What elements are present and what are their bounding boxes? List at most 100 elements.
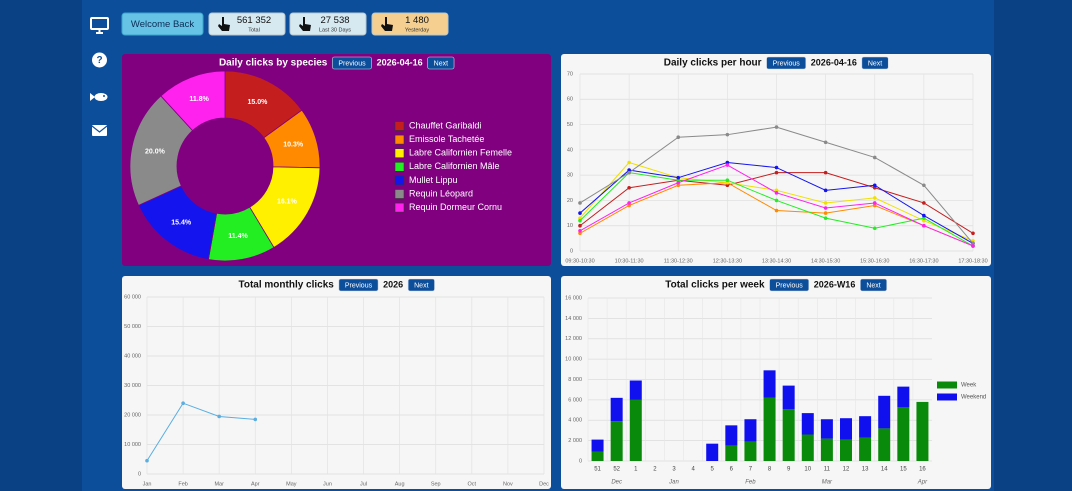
bar-segment xyxy=(744,441,757,461)
x-tick-label: 8 xyxy=(768,467,772,473)
point xyxy=(676,135,681,140)
mail-icon[interactable] xyxy=(91,125,108,136)
point xyxy=(676,178,681,182)
bar-segment xyxy=(610,397,623,422)
x-tick-label: 13:30-14:30 xyxy=(762,258,791,264)
previous-button-label: Previous xyxy=(773,60,801,67)
hand-icon xyxy=(381,17,393,31)
slice-label: 15.4% xyxy=(171,219,192,226)
x-tick-label: 15 xyxy=(900,467,907,473)
previous-button[interactable] xyxy=(338,278,379,292)
x-tick-label: 16 xyxy=(919,467,926,473)
legend-swatch xyxy=(394,148,405,158)
point xyxy=(774,165,779,170)
month-label: Apr xyxy=(917,480,928,486)
previous-button[interactable] xyxy=(332,56,372,70)
slice-label: 20.0% xyxy=(145,149,166,156)
bar-segment xyxy=(629,399,642,461)
y-tick-label: 60 xyxy=(567,97,573,103)
next-button[interactable] xyxy=(407,278,435,292)
previous-button[interactable] xyxy=(766,56,807,70)
x-tick-label: 10:30-11:30 xyxy=(615,258,644,264)
x-tick-label: Jul xyxy=(360,481,367,487)
point xyxy=(627,203,631,208)
fish-icon[interactable] xyxy=(90,93,108,101)
point xyxy=(725,163,730,167)
month-label: Jan xyxy=(668,480,679,486)
period: 2026-04-16 xyxy=(811,57,857,67)
y-tick-label: 50 xyxy=(567,122,573,128)
x-tick-label: 52 xyxy=(613,467,620,473)
donut-slice xyxy=(160,70,226,132)
help-icon[interactable]: ? xyxy=(92,52,107,68)
panel-title: Total clicks per week xyxy=(665,280,765,291)
month-label: Mar xyxy=(822,480,833,486)
legend-swatch xyxy=(394,121,405,131)
point xyxy=(578,216,582,220)
y-tick-label: 6 000 xyxy=(568,397,582,403)
previous-button[interactable] xyxy=(769,278,810,292)
y-tick-label: 20 000 xyxy=(124,412,141,418)
stat-label: Last 30 Days xyxy=(319,27,351,33)
point xyxy=(922,216,926,220)
hand-icon xyxy=(218,17,230,31)
bar-segment xyxy=(801,434,814,461)
x-tick-label: 10 xyxy=(804,467,811,473)
point xyxy=(823,206,828,210)
bar-segment xyxy=(763,397,776,461)
x-tick-label: 51 xyxy=(594,467,601,473)
bar-segment xyxy=(610,421,623,461)
welcome-button[interactable] xyxy=(121,12,204,36)
bar-segment xyxy=(744,419,757,442)
x-tick-label: 2 xyxy=(653,467,657,473)
y-tick-label: 0 xyxy=(570,248,573,254)
point xyxy=(823,216,828,220)
y-tick-label: 10 xyxy=(567,223,573,229)
slice-label: 11.4% xyxy=(228,233,248,240)
x-tick-label: Mar xyxy=(214,481,224,487)
y-tick-label: 10 000 xyxy=(124,442,141,448)
point xyxy=(725,183,730,188)
legend-label: Emissole Tachetée xyxy=(409,134,484,144)
x-tick-label: 15:30-16:30 xyxy=(860,258,889,264)
series-line xyxy=(146,402,256,461)
previous-button-label: Previous xyxy=(776,282,804,289)
point xyxy=(774,188,779,193)
x-tick-label: Feb xyxy=(178,481,187,487)
point xyxy=(922,213,926,218)
x-tick-label: 12 xyxy=(843,467,850,473)
point xyxy=(627,185,631,190)
point xyxy=(725,132,730,137)
slice-label: 16.1% xyxy=(277,199,298,206)
next-button-label: Next xyxy=(868,60,882,67)
x-tick-label: 3 xyxy=(672,467,676,473)
bar-segment xyxy=(859,416,872,438)
y-tick-label: 50 000 xyxy=(124,324,141,330)
x-tick-label: 4 xyxy=(691,467,695,473)
legend-label: Weekend xyxy=(961,395,986,401)
point xyxy=(922,201,926,205)
point xyxy=(578,218,582,223)
monitor-icon[interactable] xyxy=(90,17,109,34)
next-button[interactable] xyxy=(861,56,889,70)
legend-swatch xyxy=(394,202,405,213)
legend-swatch xyxy=(937,381,957,389)
x-tick-label: Apr xyxy=(251,481,260,487)
bar-segment xyxy=(897,407,910,461)
previous-button-label: Previous xyxy=(338,60,366,67)
previous-button-label: Previous xyxy=(345,282,373,289)
x-tick-label: Oct xyxy=(468,481,477,487)
panel xyxy=(561,54,991,266)
bar-segment xyxy=(725,445,738,461)
next-button[interactable] xyxy=(427,56,455,70)
x-tick-label: 11 xyxy=(824,467,831,473)
y-tick-label: 10 000 xyxy=(565,357,582,363)
slice-label: 10.3% xyxy=(283,141,304,148)
point xyxy=(774,191,779,195)
next-button[interactable] xyxy=(860,278,888,292)
point xyxy=(922,218,926,223)
y-tick-label: 0 xyxy=(138,471,141,477)
y-tick-label: 20 xyxy=(567,198,573,204)
legend-swatch xyxy=(394,134,405,145)
